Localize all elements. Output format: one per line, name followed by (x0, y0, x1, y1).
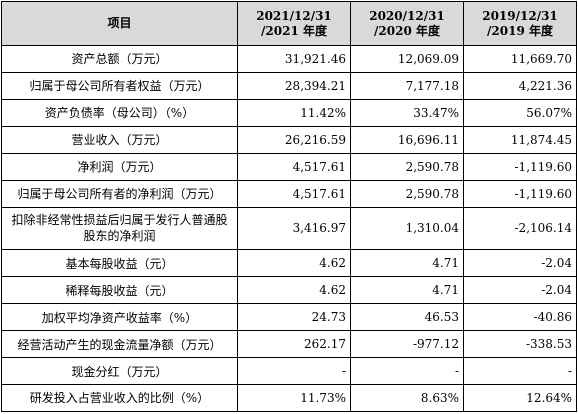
row-label: 研发投入占营业收入的比例（%） (1, 383, 238, 413)
cell-2020: 33.47% (350, 98, 464, 127)
row-label: 资产总额（万元） (1, 45, 238, 73)
table-row: 扣除非经常性损益后归属于发行人普通股股东的净利润 3,416.97 1,310.… (1, 206, 577, 251)
cell-2019: -2.04 (463, 276, 577, 305)
cell-2020: - (350, 357, 464, 385)
cell-2019: 12.64% (463, 383, 577, 413)
table-row: 研发投入占营业收入的比例（%） 11.73% 8.63% 12.64% (1, 383, 577, 413)
header-period-year: /2020 年度 (374, 23, 440, 38)
cell-2021: 3,416.97 (237, 206, 351, 251)
cell-2021: 28,394.21 (237, 71, 351, 100)
table-row: 营业收入（万元） 26,216.59 16,696.11 11,874.45 (1, 125, 577, 154)
row-label: 营业收入（万元） (1, 125, 238, 154)
cell-2020: 2,590.78 (350, 152, 464, 181)
cell-2019: 4,221.36 (463, 71, 577, 100)
cell-2019: -338.53 (463, 330, 577, 359)
cell-2019: -2.04 (463, 249, 577, 278)
cell-2019: - (463, 357, 577, 385)
cell-2019: -40.86 (463, 303, 577, 332)
row-label: 加权平均净资产收益率（%） (1, 303, 238, 332)
row-label: 归属于母公司所有者权益（万元） (1, 71, 238, 100)
header-period-date: 2019/12/31 (482, 8, 558, 23)
row-label: 经营活动产生的现金流量净额（万元） (1, 330, 238, 359)
header-period-year: /2019 年度 (487, 23, 553, 38)
table-row: 归属于母公司所有者权益（万元） 28,394.21 7,177.18 4,221… (1, 71, 577, 100)
header-period-date: 2021/12/31 (256, 8, 332, 23)
row-label: 归属于母公司所有者的净利润（万元） (1, 179, 238, 208)
row-label: 现金分红（万元） (1, 357, 238, 385)
cell-2021: 11.73% (237, 383, 351, 413)
table-row: 资产负债率（母公司）（%） 11.42% 33.47% 56.07% (1, 98, 577, 127)
cell-2021: 26,216.59 (237, 125, 351, 154)
table-row: 基本每股收益（元） 4.62 4.71 -2.04 (1, 249, 577, 278)
cell-2019: 11,874.45 (463, 125, 577, 154)
cell-2020: 16,696.11 (350, 125, 464, 154)
row-label: 基本每股收益（元） (1, 249, 238, 278)
cell-2021: 262.17 (237, 330, 351, 359)
cell-2021: 4.62 (237, 249, 351, 278)
row-label: 净利润（万元） (1, 152, 238, 181)
header-period-year: /2021 年度 (261, 23, 327, 38)
header-period-date: 2020/12/31 (369, 8, 445, 23)
cell-2021: 11.42% (237, 98, 351, 127)
table-row: 净利润（万元） 4,517.61 2,590.78 -1,119.60 (1, 152, 577, 181)
header-item: 项目 (1, 1, 238, 46)
cell-2020: 4.71 (350, 276, 464, 305)
table-row: 归属于母公司所有者的净利润（万元） 4,517.61 2,590.78 -1,1… (1, 179, 577, 208)
cell-2020: 12,069.09 (350, 45, 464, 73)
cell-2019: -1,119.60 (463, 179, 577, 208)
cell-2021: - (237, 357, 351, 385)
table-row: 现金分红（万元） - - - (1, 357, 577, 385)
row-label: 稀释每股收益（元） (1, 276, 238, 305)
header-period-2019: 2019/12/31 /2019 年度 (463, 1, 577, 46)
cell-2021: 4,517.61 (237, 179, 351, 208)
table-row: 资产总额（万元） 31,921.46 12,069.09 11,669.70 (1, 45, 577, 73)
row-label: 资产负债率（母公司）（%） (1, 98, 238, 127)
cell-2019: 11,669.70 (463, 45, 577, 73)
cell-2021: 24.73 (237, 303, 351, 332)
row-label: 扣除非经常性损益后归属于发行人普通股股东的净利润 (1, 206, 238, 251)
cell-2019: -2,106.14 (463, 206, 577, 251)
header-period-2021: 2021/12/31 /2021 年度 (237, 1, 351, 46)
cell-2020: -977.12 (350, 330, 464, 359)
table-row: 经营活动产生的现金流量净额（万元） 262.17 -977.12 -338.53 (1, 330, 577, 359)
cell-2021: 4,517.61 (237, 152, 351, 181)
cell-2021: 31,921.46 (237, 45, 351, 73)
cell-2020: 4.71 (350, 249, 464, 278)
header-period-2020: 2020/12/31 /2020 年度 (350, 1, 464, 46)
table-row: 稀释每股收益（元） 4.62 4.71 -2.04 (1, 276, 577, 305)
cell-2021: 4.62 (237, 276, 351, 305)
table-row: 加权平均净资产收益率（%） 24.73 46.53 -40.86 (1, 303, 577, 332)
cell-2019: -1,119.60 (463, 152, 577, 181)
cell-2019: 56.07% (463, 98, 577, 127)
cell-2020: 1,310.04 (350, 206, 464, 251)
cell-2020: 7,177.18 (350, 71, 464, 100)
table-header-row: 项目 2021/12/31 /2021 年度 2020/12/31 /2020 … (1, 1, 577, 46)
cell-2020: 46.53 (350, 303, 464, 332)
cell-2020: 2,590.78 (350, 179, 464, 208)
cell-2020: 8.63% (350, 383, 464, 413)
